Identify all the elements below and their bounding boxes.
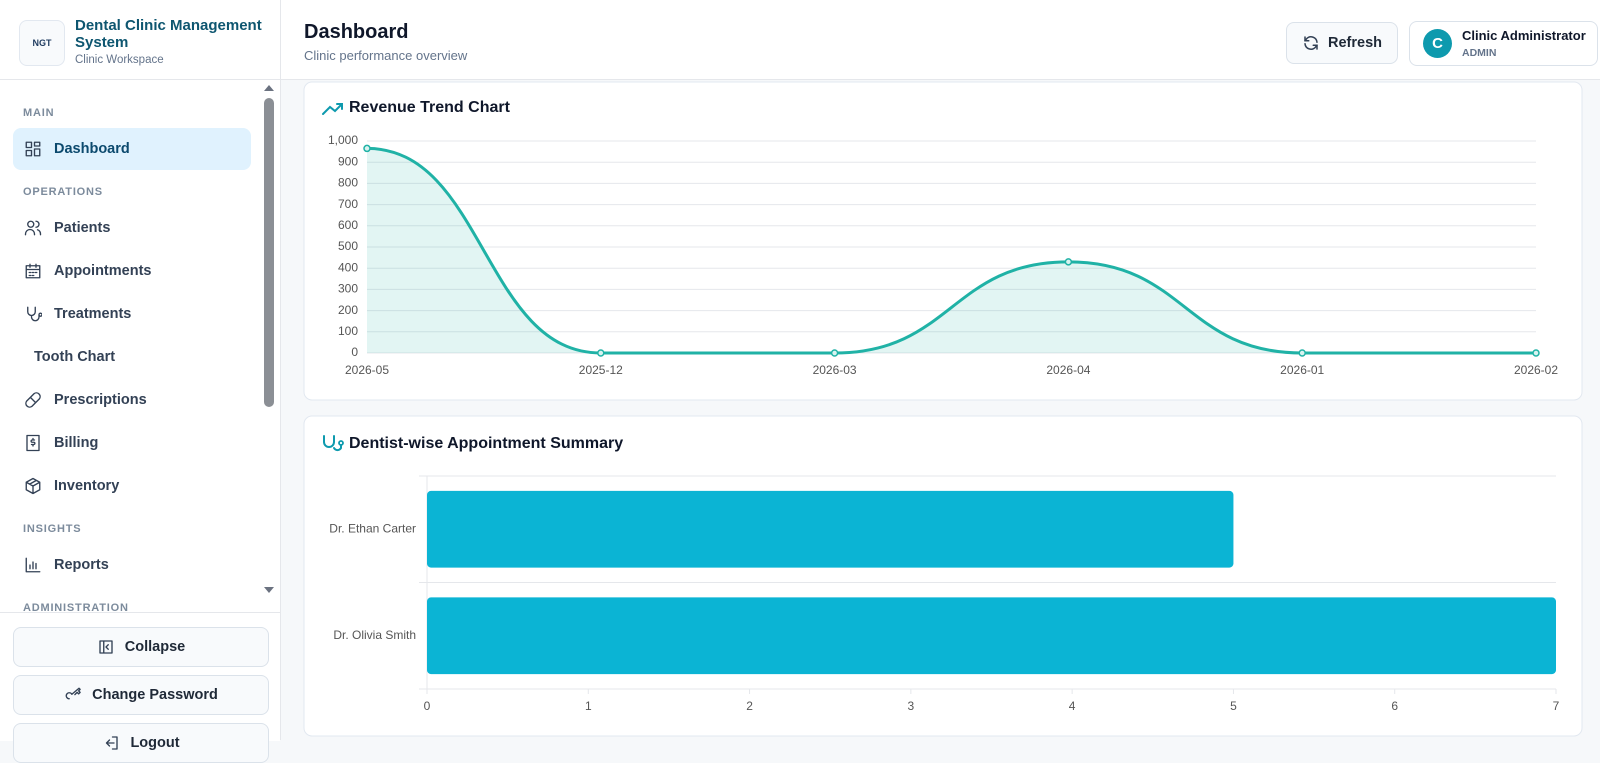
bar <box>427 490 1234 568</box>
y-tick-label: Dr. Ethan Carter <box>329 521 416 535</box>
nav-item-label: Treatments <box>54 306 132 322</box>
chart-title: Dentist-wise Appointment Summary <box>349 435 623 452</box>
nav-item[interactable]: Prescriptions <box>13 379 251 421</box>
user-role: ADMIN <box>1462 47 1497 59</box>
scrollbar[interactable] <box>262 80 276 612</box>
brand: NGT Dental Clinic Management System Clin… <box>0 0 280 80</box>
x-tick-label: 2025-12 <box>579 363 623 377</box>
nav-item[interactable]: Dashboard <box>13 128 251 170</box>
icon <box>25 557 41 573</box>
point <box>363 144 371 153</box>
nav-item[interactable]: Billing <box>13 422 251 464</box>
x-tick-label: 2026-04 <box>1046 363 1090 377</box>
nav-item-label: Billing <box>54 435 99 451</box>
y-tick-label: 100 <box>338 324 358 338</box>
page-title: Dashboard <box>304 21 409 43</box>
point <box>1298 349 1306 357</box>
brand-title: Dental Clinic Management System <box>75 17 262 51</box>
nav-item-label: Tooth Chart <box>34 349 116 365</box>
y-tick-label: 600 <box>338 218 358 232</box>
x-tick-label: 2 <box>746 699 753 713</box>
nav-item[interactable]: Treatments <box>13 293 251 335</box>
nav-item-label: Reports <box>54 557 109 573</box>
y-tick-label: Dr. Olivia Smith <box>333 628 416 642</box>
x-tick-label: 4 <box>1069 699 1076 713</box>
icon <box>25 141 41 157</box>
x-tick-label: 2026-01 <box>1280 363 1324 377</box>
x-tick-label: 1 <box>585 699 592 713</box>
nav-section-label: INSIGHTS <box>23 523 82 535</box>
nav-item-label: Patients <box>54 220 111 236</box>
nav-item-label: Prescriptions <box>54 392 147 408</box>
x-tick-label: 6 <box>1391 699 1398 713</box>
y-tick-label: 400 <box>338 260 358 274</box>
y-tick-label: 200 <box>338 303 358 317</box>
icon <box>65 687 81 700</box>
logo: NGT <box>19 20 65 66</box>
user-menu[interactable]: C Clinic Administrator ADMIN <box>1409 21 1598 66</box>
y-tick-label: 1,000 <box>328 133 358 147</box>
icon <box>99 640 113 654</box>
y-tick-label: 300 <box>338 282 358 296</box>
y-tick-label: 700 <box>338 197 358 211</box>
point <box>1064 258 1073 266</box>
nav-section-label: ADMINISTRATION <box>23 602 129 612</box>
sidebar-button[interactable]: Collapse <box>13 627 269 667</box>
point <box>830 349 839 357</box>
nav: MAIN Dashboard OPERATIONS Patients Appointme… <box>0 80 262 612</box>
icon <box>25 392 41 408</box>
icon <box>26 434 40 452</box>
icon <box>24 220 42 236</box>
charts: Revenue Trend Chart010020030040050060070… <box>303 81 1583 737</box>
avatar: C <box>1423 29 1452 58</box>
user-name: Clinic Administrator <box>1462 28 1586 43</box>
sidebar-button-label: Collapse <box>124 639 186 655</box>
nav-item[interactable]: Tooth Chart <box>13 336 251 378</box>
refresh-button[interactable]: Refresh <box>1286 22 1398 64</box>
nav-item-label: Inventory <box>54 478 120 494</box>
x-tick-label: 2026-05 <box>345 363 389 377</box>
y-tick-label: 500 <box>338 239 358 253</box>
nav-item[interactable]: Reports <box>13 544 251 586</box>
x-tick-label: 2026-02 <box>1514 363 1558 377</box>
area <box>367 148 1536 353</box>
nav-item[interactable]: Inventory <box>13 465 251 507</box>
page-subtitle: Clinic performance overview <box>304 48 468 63</box>
y-tick-label: 800 <box>338 176 358 190</box>
x-tick-label: 0 <box>424 699 431 713</box>
nav-item[interactable]: Appointments <box>13 250 251 292</box>
nav-section-label: MAIN <box>23 107 55 119</box>
nav-item[interactable]: Patients <box>13 207 251 249</box>
sidebar-button-label: Change Password <box>92 687 218 703</box>
icon <box>25 477 41 495</box>
icon <box>27 306 42 322</box>
brand-subtitle: Clinic Workspace <box>75 54 164 66</box>
x-tick-label: 5 <box>1230 699 1237 713</box>
x-tick-label: 2026-03 <box>813 363 857 377</box>
point <box>597 349 605 357</box>
nav-item-label: Appointments <box>54 263 152 279</box>
y-tick-label: 900 <box>338 154 358 168</box>
x-tick-label: 7 <box>1553 699 1560 713</box>
chart-title: Revenue Trend Chart <box>349 99 511 116</box>
sidebar-button[interactable]: Change Password <box>13 675 269 715</box>
x-tick-label: 3 <box>908 699 915 713</box>
refresh-label: Refresh <box>1328 35 1382 51</box>
nav-section-label: OPERATIONS <box>23 186 103 198</box>
icon <box>25 263 41 279</box>
y-tick-label: 0 <box>351 345 358 359</box>
bar <box>427 597 1556 675</box>
nav-item-label: Dashboard <box>54 141 130 157</box>
sidebar: NGT Dental Clinic Management System Clin… <box>0 0 281 763</box>
point <box>1532 349 1540 357</box>
